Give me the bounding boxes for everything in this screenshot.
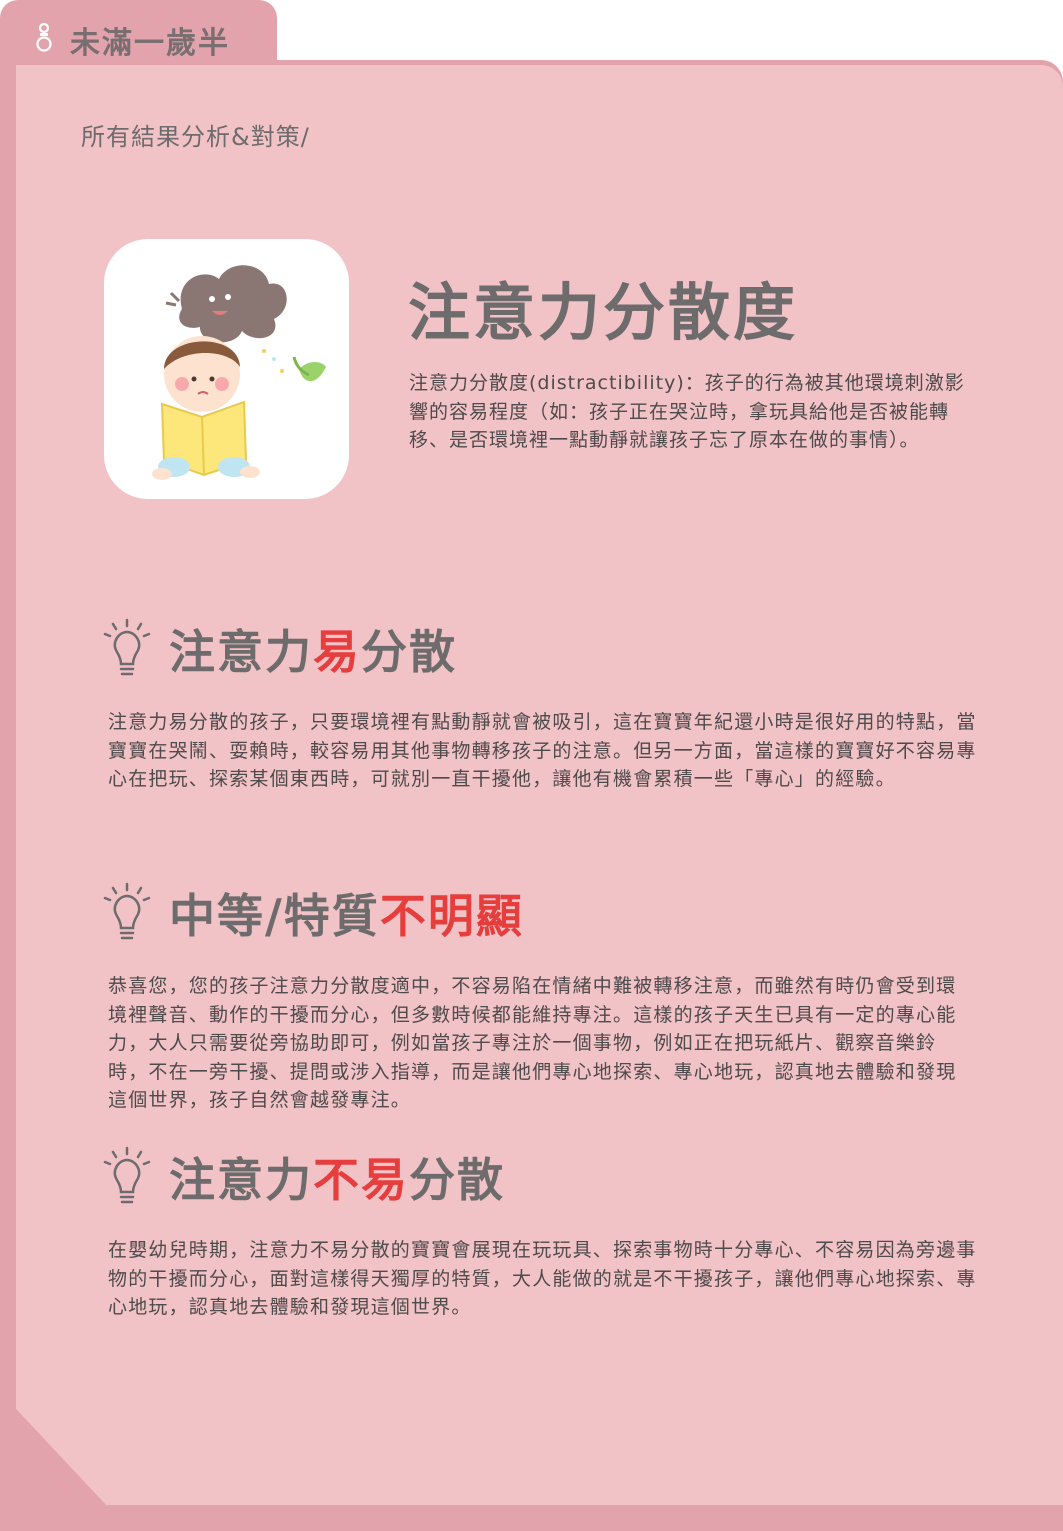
section-title: 注意力不易分散 <box>169 1153 505 1207</box>
pacifier-icon <box>36 22 52 52</box>
distracted-baby-illustration <box>104 239 349 499</box>
section-body: 注意力易分散的孩子，只要環境裡有點動靜就會被吸引，這在寶寶年紀還小時是很好用的特… <box>108 711 977 790</box>
section-moderate-heading: 中等/特質不明顯 <box>103 880 524 946</box>
page-title: 注意力分散度 <box>408 276 799 349</box>
section-easily-distracted-heading: 注意力易分散 <box>103 616 457 682</box>
breadcrumb[interactable]: 所有結果分析&對策/ <box>81 123 310 151</box>
lightbulb-icon <box>103 882 151 940</box>
section-not-easily-distracted-heading: 注意力不易分散 <box>103 1144 505 1210</box>
section-title: 注意力易分散 <box>169 625 457 679</box>
page-description: 注意力分散度(distractibility)：孩子的行為被其他環境刺激影響的容… <box>409 372 965 451</box>
tab-label: 未滿一歲半 <box>70 26 230 61</box>
section-body: 在嬰幼兒時期，注意力不易分散的寶寶會展現在玩玩具、探索事物時十分專心、不容易因為… <box>108 1239 977 1318</box>
section-title: 中等/特質不明顯 <box>169 889 524 943</box>
section-body: 恭喜您，您的孩子注意力分散度適中，不容易陷在情緒中難被轉移注意，而雖然有時仍會受… <box>108 975 957 1111</box>
lightbulb-icon <box>103 618 151 676</box>
lightbulb-icon <box>103 1146 151 1204</box>
